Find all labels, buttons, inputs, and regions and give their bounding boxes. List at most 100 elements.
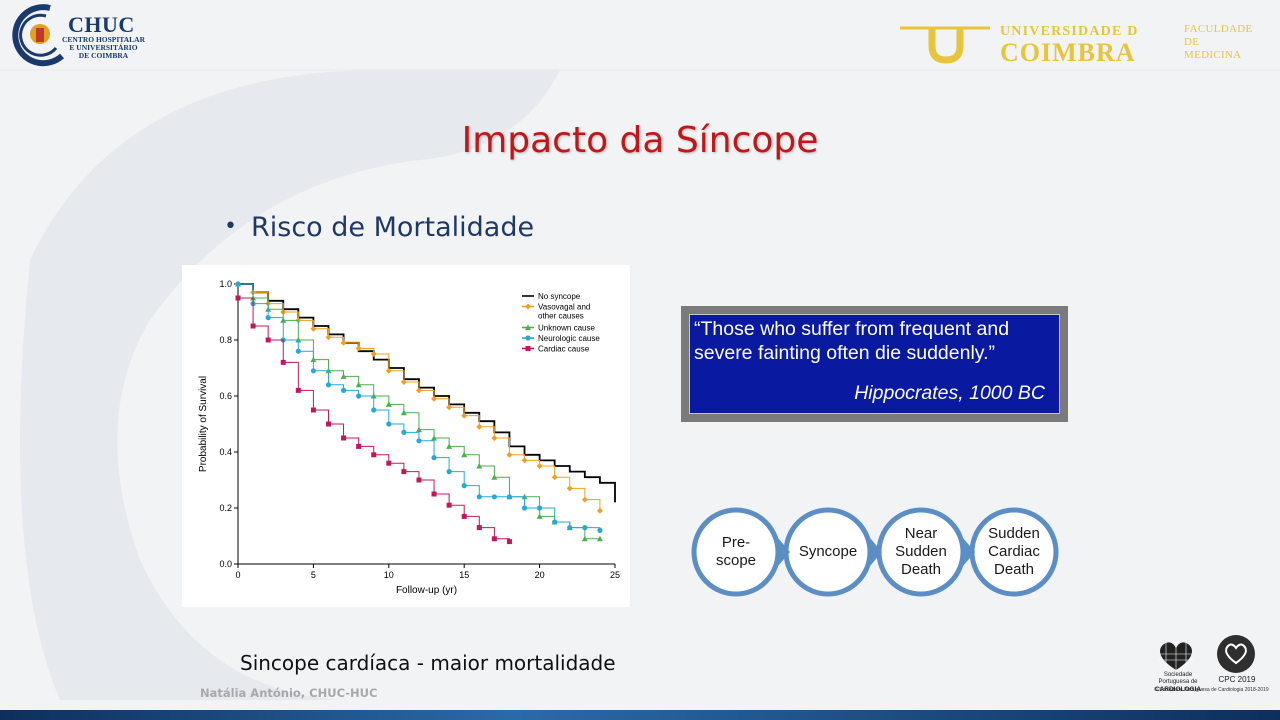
series-4-point-4 [295,387,301,393]
series-3-point-13 [431,455,437,461]
series-3-point-17 [491,494,497,500]
series-1-point-7 [340,339,347,346]
chuc-sub-2: E UNIVERSITÁRIO [69,43,138,52]
series-4-point-1 [250,323,256,329]
y-tick-label-3: 0.6 [219,391,232,401]
series-2-point-20 [536,513,543,519]
flow-arrow-3-icon [963,538,975,566]
series-2-point-11 [400,409,407,416]
flow-step-3: Near Sudden Death [895,525,947,578]
legend-label-1-1: other causes [538,312,584,321]
flow-circles [691,507,1059,597]
x-tick-label-0: 0 [235,570,240,580]
footer-author: Natália António, CHUC-HUC [200,686,378,700]
series-3-point-10 [386,421,392,427]
legend-label-1: Vasovagal and [538,303,590,312]
series-1-point-19 [521,457,528,464]
series-2-point-13 [431,435,438,441]
series-3-point-22 [567,525,573,531]
series-3-point-12 [416,438,422,444]
slide-title: Impacto da Síncope [461,120,819,161]
chuc-logo: CHUC CENTRO HOSPITALAR E UNIVERSITÁRIO D… [6,2,146,68]
series-4-point-17 [491,536,497,542]
series-4-point-6 [325,421,331,427]
series-3-point-20 [537,505,543,511]
series-1-point-22 [566,485,573,492]
series-4-point-11 [401,469,407,475]
series-4-point-2 [265,337,271,343]
y-tick-label-1: 0.2 [219,503,232,513]
series-1-point-10 [385,367,392,374]
series-4-line [238,297,510,542]
survival-chart-svg: 0 5 10 15 20 25 0.0 0.2 0.4 0.6 0.8 1.0 Follow-up (y… [198,279,620,596]
quote-author: Hippocrates, 1000 BC [854,382,1045,404]
series-2-point-7 [340,373,347,379]
series-4-point-0 [235,295,241,301]
series-4-point-15 [461,513,467,519]
series-2-point-8 [355,381,362,388]
flow-step-1: Pre- scope [715,534,757,569]
y-tick-label-5: 1.0 [219,279,232,289]
legend-label-0: No syncope [538,292,581,301]
survival-chart: 0 5 10 15 20 25 0.0 0.2 0.4 0.6 0.8 1.0 Follow-up (y… [182,265,630,607]
series-0-line [238,283,616,503]
x-tick-label-5: 25 [610,570,620,580]
series-4-point-14 [446,502,452,508]
series-2-point-14 [446,443,453,449]
y-axis-label: Probability of Survival [198,376,209,472]
series-2-point-23 [581,535,588,542]
uc-line2: COIMBRA [1000,38,1136,67]
x-tick-label-1: 5 [311,570,316,580]
series-1-point-9 [370,351,377,357]
series-3-point-0 [235,281,241,287]
chuc-sub-3: DE COIMBRA [78,51,129,60]
series-3-point-6 [325,382,332,388]
spc-heart-icon [1158,640,1194,670]
series-3-point-14 [446,469,452,475]
faculty-line2: DE [1184,36,1200,48]
series-2-point-15 [461,451,468,458]
spc-name: Sociedade Portuguesa de CARDIOLOGIA [1148,672,1208,694]
series-3-point-5 [310,368,316,374]
series-1-point-16 [476,423,483,430]
series-2-point-16 [476,463,483,469]
footer-bar [0,710,1280,720]
cpc-heart-icon [1217,635,1255,673]
y-tick-label-2: 0.4 [219,447,232,457]
series-2-point-17 [491,474,498,480]
syncope-flow: Pre- scope Syncope Near Sudden Death Sud… [690,506,1062,600]
series-3-point-16 [476,494,482,500]
x-tick-label-3: 15 [459,570,469,580]
flow-step-4: Sudden Cardiac Death [988,525,1040,578]
faculty-line3: MEDICINA [1184,49,1242,61]
series-1-point-15 [461,412,468,419]
spc-name-2: CARDIOLOGIA [1154,686,1202,693]
series-3-point-2 [265,315,271,321]
series-4-point-5 [310,407,316,413]
flow-arrow-1-icon [778,538,790,566]
legend-marker-4 [525,346,531,351]
uc-u-icon [900,26,990,64]
series-3-point-8 [356,393,362,399]
flow-arrow-2-icon [870,538,882,566]
x-tick-label-2: 10 [384,570,394,580]
series-1-point-11 [400,379,407,385]
series-3-line [238,283,601,531]
quote-inner: “Those who suffer from frequent and seve… [689,314,1060,414]
series-3-point-23 [582,525,588,531]
series-2-point-10 [385,401,392,407]
series-2-line [238,283,600,540]
series-4-point-16 [476,525,482,531]
x-axis-label: Follow-up (yr) [396,585,457,596]
legend-label-2: Unknown cause [538,324,595,333]
series-1-point-23 [581,496,588,503]
spc-name-1: Sociedade Portuguesa de [1158,672,1198,685]
bullet-dot-icon: • [224,214,237,239]
series-4-point-10 [386,460,392,466]
bullet-text: Risco de Mortalidade [250,212,535,243]
x-tick-label-4: 20 [535,570,545,580]
series-1-point-12 [415,387,422,394]
bullet-item: • Risco de Mortalidade [224,212,534,243]
series-4-point-9 [371,452,377,458]
